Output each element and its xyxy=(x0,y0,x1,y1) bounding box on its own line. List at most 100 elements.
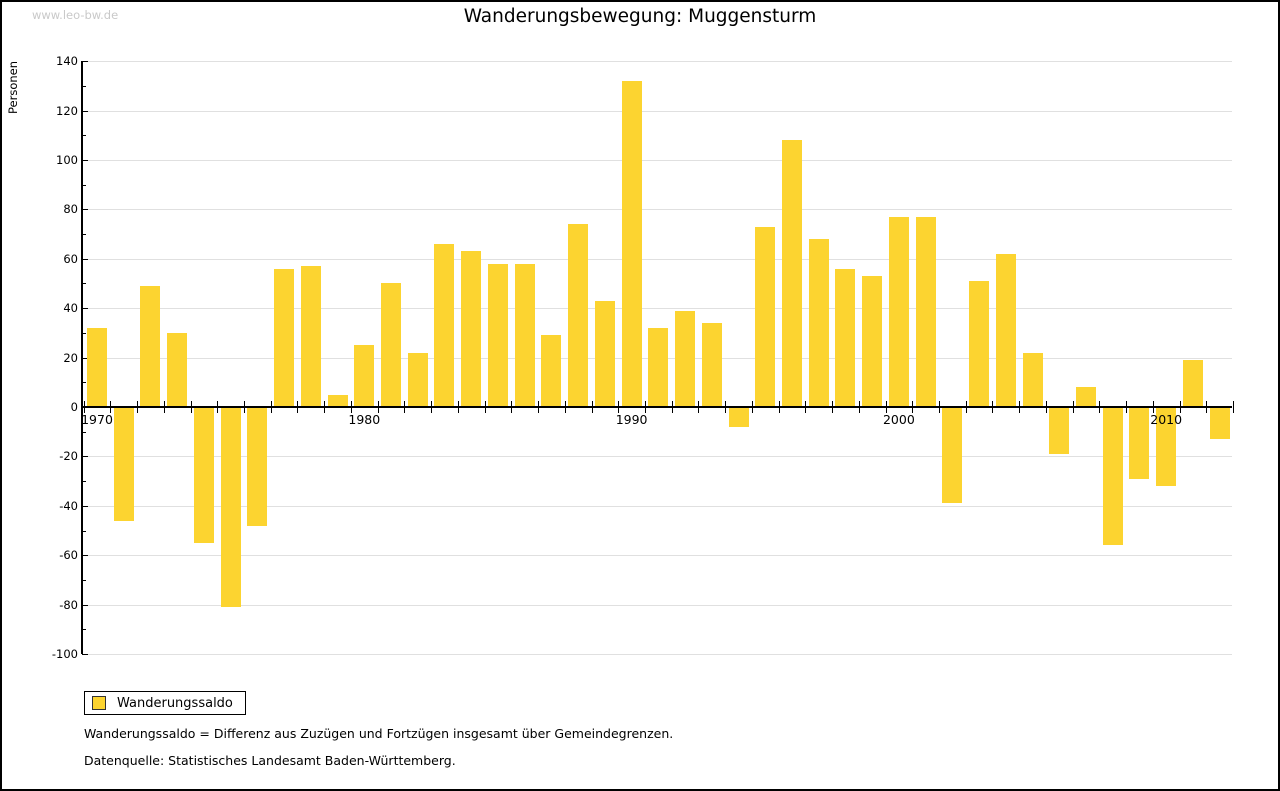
y-minor-tick xyxy=(82,382,86,383)
x-tick xyxy=(698,401,700,413)
y-tick-label-100: 100 xyxy=(56,153,78,167)
y-major-tick xyxy=(82,160,88,161)
bar-1996 xyxy=(781,140,802,407)
x-tick xyxy=(511,401,513,413)
bar-1984 xyxy=(461,251,482,407)
y-tick-label--20: -20 xyxy=(59,449,78,463)
x-tick xyxy=(163,401,165,413)
bar-2010 xyxy=(1156,408,1177,487)
y-major-tick xyxy=(82,506,88,507)
bar-1978 xyxy=(300,266,321,407)
bar-1972 xyxy=(140,285,161,407)
gridline--40 xyxy=(82,506,1232,507)
x-tick xyxy=(538,401,540,413)
x-tick xyxy=(217,401,219,413)
bar-1976 xyxy=(247,408,268,526)
legend: Wanderungssaldo xyxy=(84,691,246,715)
x-tick xyxy=(190,401,192,413)
bar-1981 xyxy=(381,283,402,407)
x-tick xyxy=(564,401,566,413)
x-tick xyxy=(350,401,352,413)
y-major-tick xyxy=(82,209,88,210)
y-minor-tick xyxy=(82,481,86,482)
x-tick xyxy=(832,401,834,413)
x-tick xyxy=(885,401,887,413)
y-minor-tick xyxy=(82,629,86,630)
bar-2011 xyxy=(1182,360,1203,407)
y-major-tick xyxy=(82,259,88,260)
bar-1973 xyxy=(167,332,188,407)
y-tick-label-20: 20 xyxy=(63,351,78,365)
x-tick xyxy=(1099,401,1101,413)
x-tick xyxy=(457,401,459,413)
bar-1989 xyxy=(594,300,615,407)
bar-2004 xyxy=(995,253,1016,407)
bar-1993 xyxy=(701,322,722,407)
y-tick-label-60: 60 xyxy=(63,252,78,266)
y-major-tick xyxy=(82,555,88,556)
x-tick xyxy=(1126,401,1128,413)
y-minor-tick xyxy=(82,135,86,136)
bar-2003 xyxy=(969,280,990,407)
bar-2005 xyxy=(1022,352,1043,407)
y-tick-label--60: -60 xyxy=(59,548,78,562)
y-major-tick xyxy=(82,111,88,112)
x-tick xyxy=(1206,401,1208,413)
x-tick xyxy=(297,401,299,413)
x-tick-label-2000: 2000 xyxy=(882,412,915,427)
x-tick xyxy=(644,401,646,413)
x-axis-line xyxy=(81,406,1232,408)
bar-1997 xyxy=(808,238,829,407)
bar-1974 xyxy=(193,408,214,543)
gridline--100 xyxy=(82,654,1232,655)
y-tick-label--100: -100 xyxy=(51,647,78,661)
gridline--60 xyxy=(82,555,1232,556)
x-tick xyxy=(751,401,753,413)
x-tick xyxy=(137,401,139,413)
bar-1998 xyxy=(835,268,856,407)
y-major-tick xyxy=(82,654,88,655)
y-tick-label-40: 40 xyxy=(63,301,78,315)
gridline-140 xyxy=(82,61,1232,62)
y-minor-tick xyxy=(82,283,86,284)
y-minor-tick xyxy=(82,531,86,532)
y-axis-line xyxy=(81,61,83,655)
bar-1983 xyxy=(434,243,455,407)
bar-1991 xyxy=(648,327,669,407)
x-tick xyxy=(1072,401,1074,413)
x-tick xyxy=(992,401,994,413)
bar-1979 xyxy=(327,394,348,407)
bar-1992 xyxy=(675,310,696,407)
legend-swatch-icon xyxy=(92,696,106,710)
x-tick-label-1970: 1970 xyxy=(81,412,113,427)
y-major-tick xyxy=(82,61,88,62)
x-tick xyxy=(805,401,807,413)
gridline-100 xyxy=(82,160,1232,161)
y-tick-label--40: -40 xyxy=(59,499,78,513)
gridline-60 xyxy=(82,259,1232,260)
x-tick xyxy=(484,401,486,413)
bar-2006 xyxy=(1049,408,1070,454)
x-tick xyxy=(431,401,433,413)
bar-1985 xyxy=(487,263,508,407)
x-tick xyxy=(912,401,914,413)
y-minor-tick xyxy=(82,580,86,581)
y-minor-tick xyxy=(82,86,86,87)
bar-1971 xyxy=(113,408,134,521)
x-tick xyxy=(778,401,780,413)
x-tick xyxy=(1152,401,1154,413)
bar-2007 xyxy=(1076,387,1096,407)
bar-1982 xyxy=(407,352,428,407)
bar-1987 xyxy=(541,335,562,407)
x-tick-label-2010: 2010 xyxy=(1150,412,1183,427)
y-tick-label-0: 0 xyxy=(70,400,78,414)
bar-1980 xyxy=(354,345,375,407)
bar-2012 xyxy=(1209,408,1230,440)
bar-2008 xyxy=(1102,408,1123,546)
y-tick-label-80: 80 xyxy=(63,202,78,216)
y-major-tick xyxy=(82,456,88,457)
x-tick xyxy=(938,401,940,413)
bar-2002 xyxy=(942,408,963,504)
y-tick-label-140: 140 xyxy=(56,54,78,68)
